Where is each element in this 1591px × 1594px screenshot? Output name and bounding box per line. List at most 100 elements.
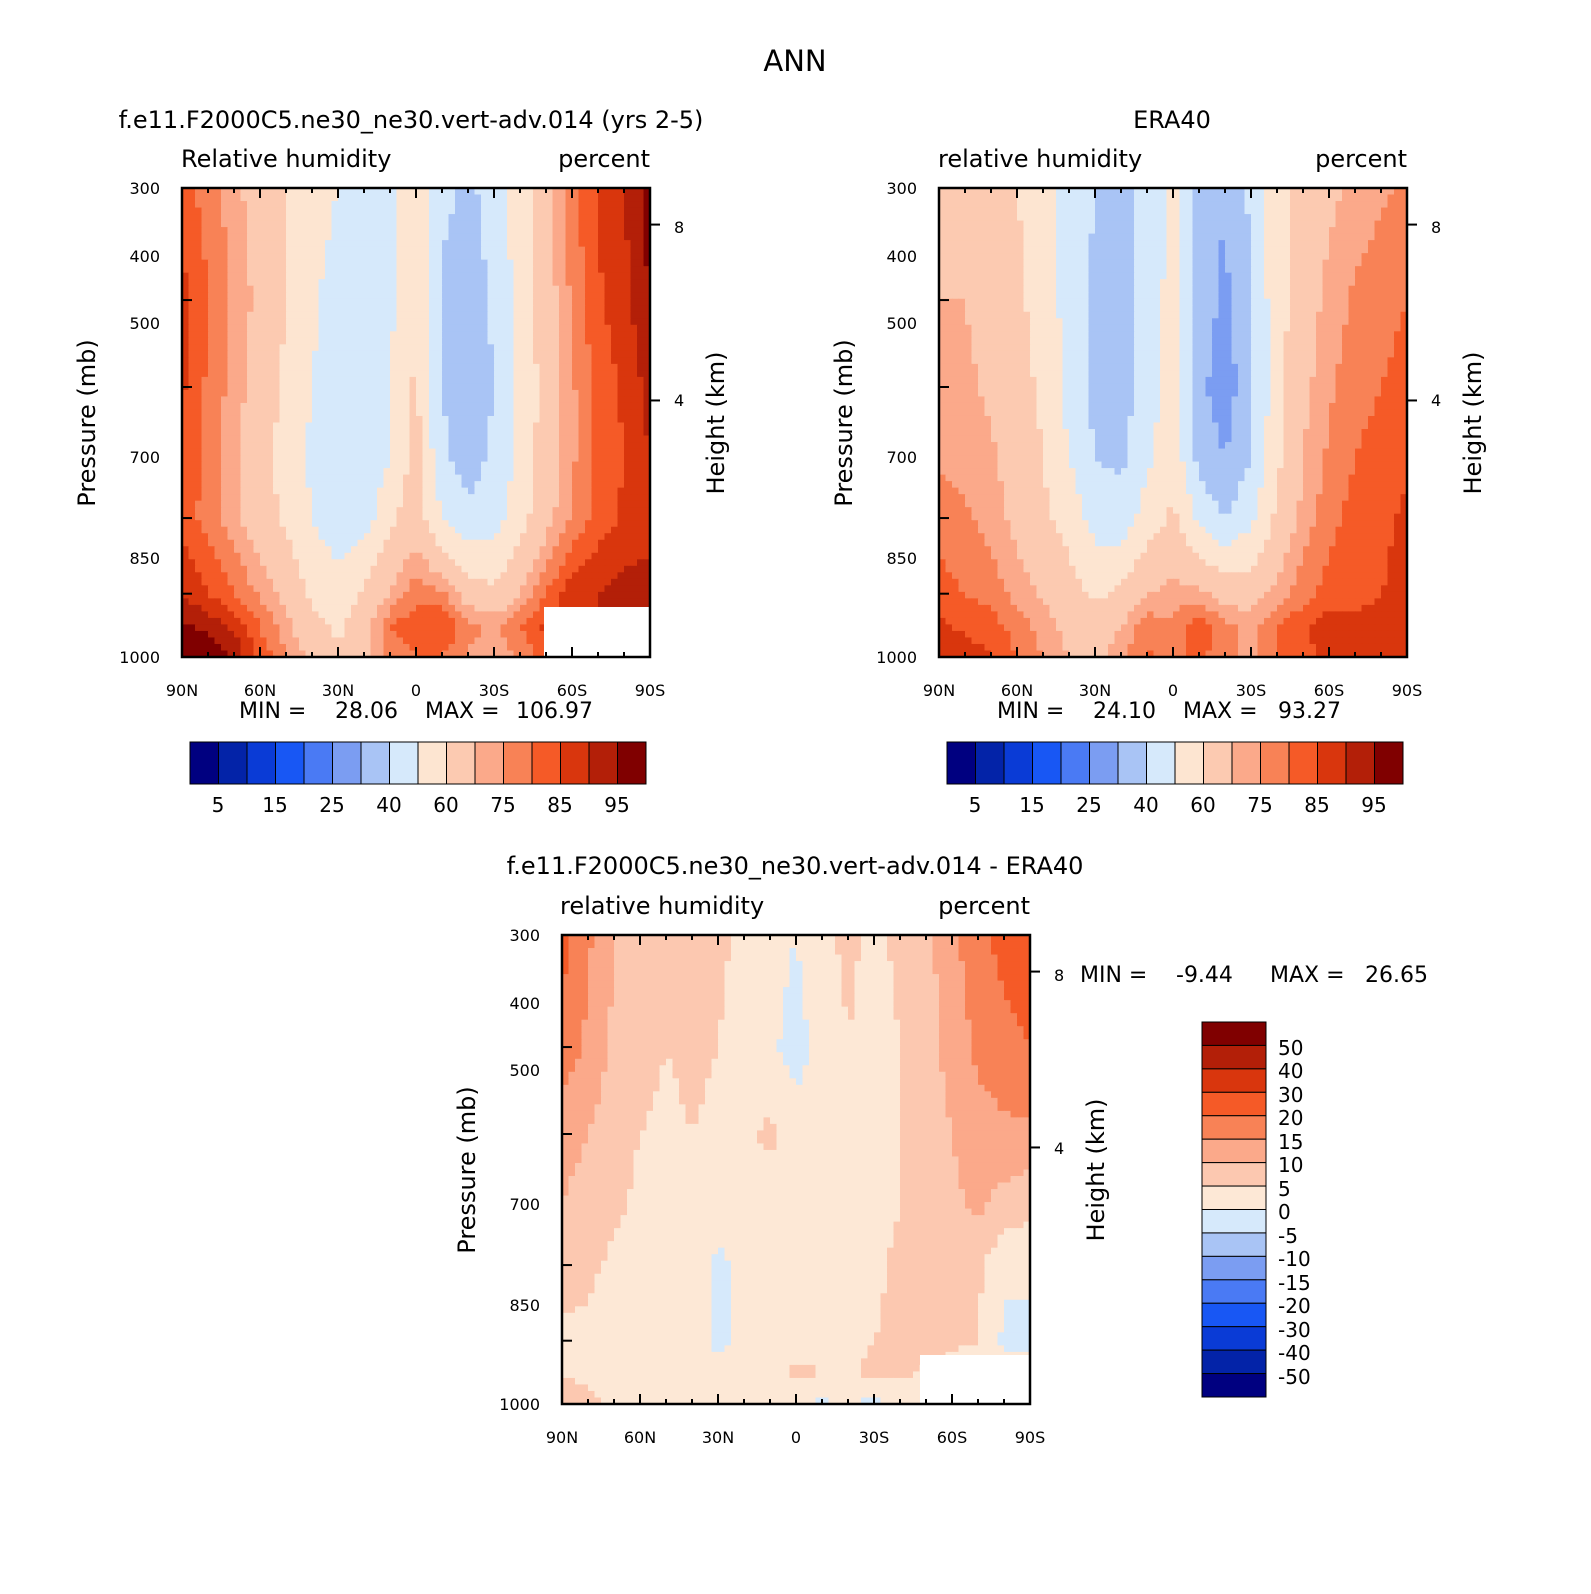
contour-cell <box>318 383 326 391</box>
contour-cell <box>617 233 625 241</box>
contour-cell <box>234 559 242 567</box>
contour-cell <box>487 253 495 261</box>
contour-cell <box>448 324 456 332</box>
contour-cell <box>416 604 424 612</box>
contour-cell <box>331 272 339 280</box>
contour-cell <box>442 539 450 547</box>
contour-cell <box>500 585 508 593</box>
contour-cell <box>572 376 580 385</box>
contour-cell <box>598 526 606 534</box>
contour-cell <box>578 272 586 280</box>
contour-cell <box>253 246 261 254</box>
contour-cell <box>383 494 391 502</box>
contour-cell <box>520 383 528 391</box>
contour-cell <box>474 630 482 639</box>
contour-cell <box>552 468 560 476</box>
contour-cell <box>552 201 560 209</box>
contour-cell <box>195 201 203 209</box>
contour-cell <box>585 357 593 365</box>
contour-cell <box>195 559 203 567</box>
contour-cell <box>214 259 222 267</box>
contour-cell <box>396 259 404 267</box>
contour-cell <box>468 233 476 241</box>
contour-cell <box>344 624 352 632</box>
contour-cell <box>559 266 567 274</box>
contour-cell <box>461 585 469 593</box>
contour-cell <box>624 585 632 593</box>
contour-cell <box>260 422 268 430</box>
contour-cell <box>578 214 586 222</box>
contour-cell <box>260 520 268 528</box>
contour-cell <box>429 604 437 612</box>
contour-cell <box>201 207 209 215</box>
contour-cell <box>266 194 274 202</box>
contour-cell <box>292 396 300 404</box>
contour-cell <box>396 598 404 606</box>
contour-cell <box>377 233 385 241</box>
contour-cell <box>286 429 294 437</box>
contour-cell <box>403 520 411 528</box>
contour-cell <box>279 591 287 599</box>
contour-cell <box>253 188 261 196</box>
contour-cell <box>247 194 255 202</box>
contour-cell <box>208 468 216 476</box>
contour-cell <box>461 194 469 202</box>
contour-cell <box>292 337 300 345</box>
contour-cell <box>403 422 411 430</box>
contour-cell <box>260 448 268 456</box>
contour-cell <box>526 559 534 567</box>
contour-cell <box>468 611 476 619</box>
contour-cell <box>227 305 235 313</box>
contour-cell <box>234 604 242 612</box>
contour-cell <box>637 415 645 424</box>
contour-cell <box>253 624 261 632</box>
contour-cell <box>474 429 482 437</box>
contour-cell <box>344 578 352 586</box>
contour-cell <box>370 539 378 547</box>
contour-cell <box>227 513 235 521</box>
contour-cell <box>416 487 424 495</box>
contour-cell <box>247 442 255 450</box>
contour-cell <box>624 494 632 502</box>
contour-cell <box>390 233 398 241</box>
contour-cell <box>481 578 489 586</box>
contour-cell <box>630 442 638 450</box>
contour-cell <box>240 533 248 541</box>
contour-cell <box>364 500 372 508</box>
contour-cell <box>195 474 203 482</box>
contour-cell <box>383 233 391 241</box>
contour-cell <box>572 188 580 196</box>
contour-cell <box>500 298 508 306</box>
contour-cell <box>455 376 463 385</box>
contour-cell <box>227 279 235 287</box>
contour-cell <box>299 507 307 515</box>
contour-cell <box>370 214 378 222</box>
contour-cell <box>318 546 326 554</box>
contour-cell <box>578 266 586 274</box>
contour-cell <box>351 572 359 580</box>
contour-cell <box>201 526 209 534</box>
contour-cell <box>214 201 222 209</box>
contour-cell <box>565 376 573 385</box>
contour-cell <box>643 376 651 385</box>
contour-cell <box>461 376 469 385</box>
contour-cell <box>279 279 287 287</box>
contour-cell <box>468 494 476 502</box>
contour-cell <box>559 240 567 248</box>
contour-cell <box>435 500 443 508</box>
contour-cell <box>390 494 398 502</box>
contour-cell <box>240 331 248 339</box>
contour-cell <box>598 598 606 606</box>
contour-cell <box>201 376 209 385</box>
contour-cell <box>533 292 541 300</box>
contour-cell <box>325 559 333 567</box>
contour-cell <box>227 559 235 567</box>
contour-cell <box>201 396 209 404</box>
contour-cell <box>403 292 411 300</box>
contour-cell <box>266 500 274 508</box>
contour-cell <box>468 207 476 215</box>
contour-cell <box>448 578 456 586</box>
contour-cell <box>253 539 261 547</box>
contour-cell <box>214 585 222 593</box>
contour-cell <box>351 318 359 326</box>
